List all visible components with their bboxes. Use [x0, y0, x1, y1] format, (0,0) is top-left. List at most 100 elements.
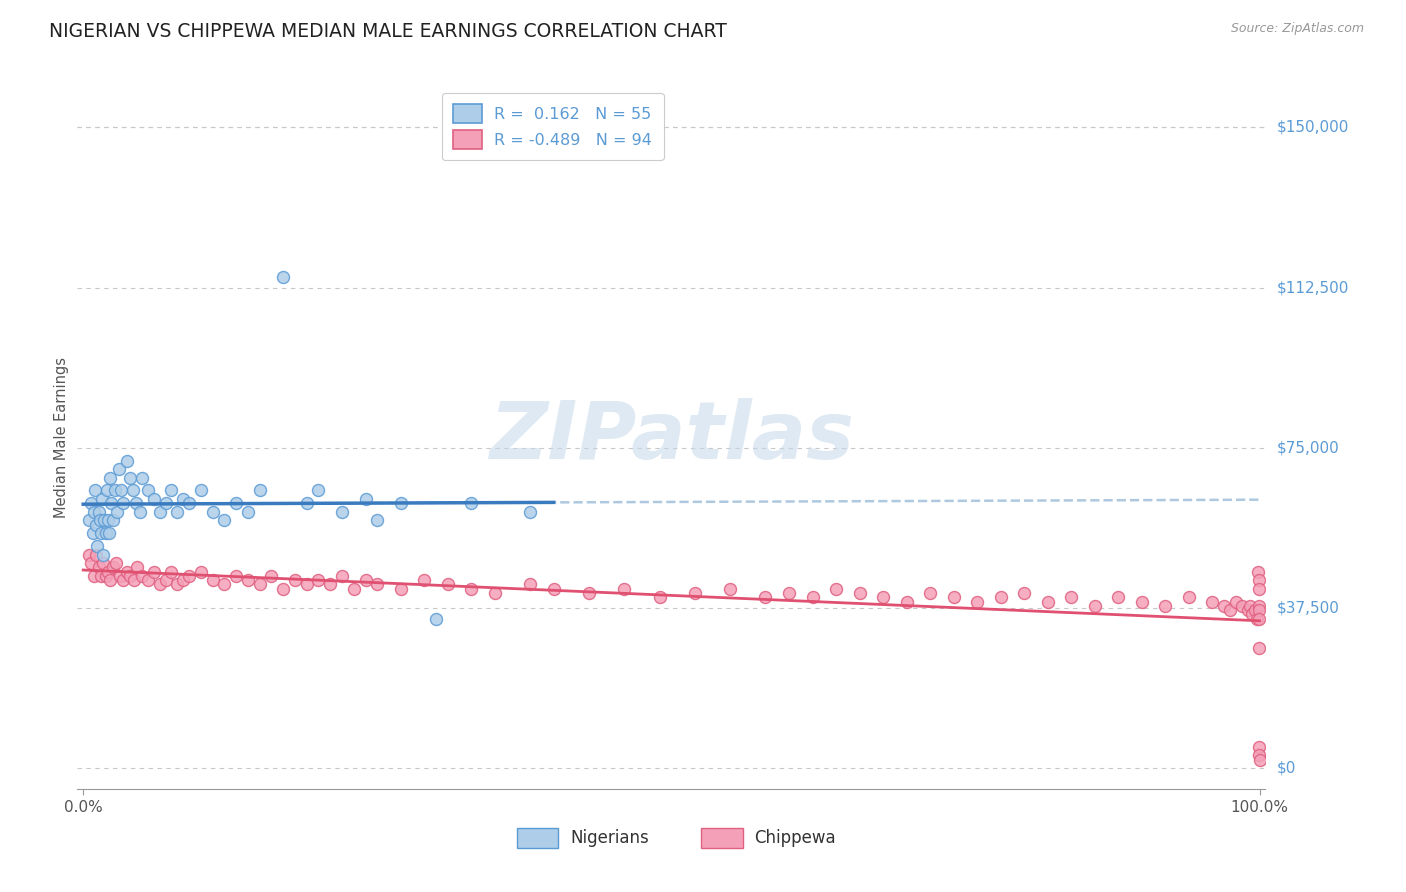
FancyBboxPatch shape — [702, 828, 742, 848]
Point — [648, 591, 671, 605]
Point — [1247, 599, 1270, 613]
Point — [77, 513, 100, 527]
Point — [105, 556, 128, 570]
Point — [1178, 591, 1201, 605]
Point — [84, 548, 107, 562]
Point — [120, 470, 142, 484]
Point — [101, 560, 124, 574]
Point — [1154, 599, 1177, 613]
Point — [389, 582, 412, 596]
Point — [214, 577, 236, 591]
Point — [177, 496, 200, 510]
Point — [121, 483, 143, 498]
Text: Chippewa: Chippewa — [755, 829, 837, 847]
Point — [115, 453, 138, 467]
Point — [460, 496, 482, 510]
Point — [354, 573, 377, 587]
Text: ZIPatlas: ZIPatlas — [489, 398, 853, 476]
Point — [84, 483, 107, 498]
Point — [96, 483, 118, 498]
Point — [1239, 599, 1261, 613]
Point — [260, 569, 283, 583]
Point — [91, 548, 114, 562]
Point — [90, 526, 112, 541]
Point — [308, 573, 330, 587]
Text: Source: ZipAtlas.com: Source: ZipAtlas.com — [1230, 22, 1364, 36]
Text: $75,000: $75,000 — [1277, 441, 1340, 455]
Point — [437, 577, 460, 591]
Point — [284, 573, 307, 587]
Point — [93, 513, 115, 527]
Point — [718, 582, 741, 596]
Point — [149, 577, 172, 591]
Point — [236, 573, 259, 587]
Point — [108, 569, 131, 583]
Point — [425, 611, 447, 625]
Text: NIGERIAN VS CHIPPEWA MEDIAN MALE EARNINGS CORRELATION CHART: NIGERIAN VS CHIPPEWA MEDIAN MALE EARNING… — [49, 22, 727, 41]
Point — [149, 505, 172, 519]
Point — [122, 573, 145, 587]
Point — [683, 586, 706, 600]
Point — [89, 513, 111, 527]
Point — [295, 577, 318, 591]
Point — [330, 505, 353, 519]
Point — [155, 573, 177, 587]
Point — [389, 496, 412, 510]
Point — [128, 505, 150, 519]
Point — [543, 582, 565, 596]
Point — [142, 565, 165, 579]
Point — [754, 591, 776, 605]
Point — [84, 517, 107, 532]
Point — [110, 483, 132, 498]
Point — [98, 526, 121, 541]
Point — [578, 586, 600, 600]
Point — [801, 591, 824, 605]
Point — [1060, 591, 1083, 605]
Point — [98, 573, 121, 587]
Point — [249, 577, 271, 591]
Point — [942, 591, 965, 605]
Point — [236, 505, 259, 519]
Point — [100, 496, 122, 510]
Point — [966, 594, 988, 608]
Point — [107, 462, 129, 476]
Point — [98, 470, 121, 484]
Point — [97, 513, 120, 527]
Point — [201, 505, 224, 519]
Point — [87, 560, 110, 574]
Point — [155, 496, 177, 510]
Point — [101, 513, 124, 527]
Point — [214, 513, 236, 527]
Point — [1247, 582, 1270, 596]
Point — [896, 594, 918, 608]
Point — [131, 569, 153, 583]
Point — [94, 526, 117, 541]
Point — [142, 491, 165, 506]
Point — [330, 569, 353, 583]
Point — [82, 526, 104, 541]
Point — [160, 483, 183, 498]
Point — [484, 586, 506, 600]
Text: Nigerians: Nigerians — [571, 829, 650, 847]
Point — [120, 569, 142, 583]
Point — [1230, 599, 1253, 613]
Point — [1249, 611, 1271, 625]
Point — [271, 269, 294, 284]
Point — [1084, 599, 1107, 613]
Point — [190, 483, 212, 498]
Point — [127, 560, 149, 574]
Point — [1247, 573, 1270, 587]
Point — [354, 491, 377, 506]
Point — [249, 483, 271, 498]
Point — [778, 586, 800, 600]
Point — [1130, 594, 1153, 608]
Point — [80, 556, 103, 570]
Point — [83, 505, 105, 519]
FancyBboxPatch shape — [517, 828, 558, 848]
Point — [225, 569, 247, 583]
Legend: R =  0.162   N = 55, R = -0.489   N = 94: R = 0.162 N = 55, R = -0.489 N = 94 — [441, 93, 664, 161]
Point — [166, 577, 188, 591]
Point — [308, 483, 330, 498]
Point — [825, 582, 848, 596]
Point — [104, 483, 127, 498]
